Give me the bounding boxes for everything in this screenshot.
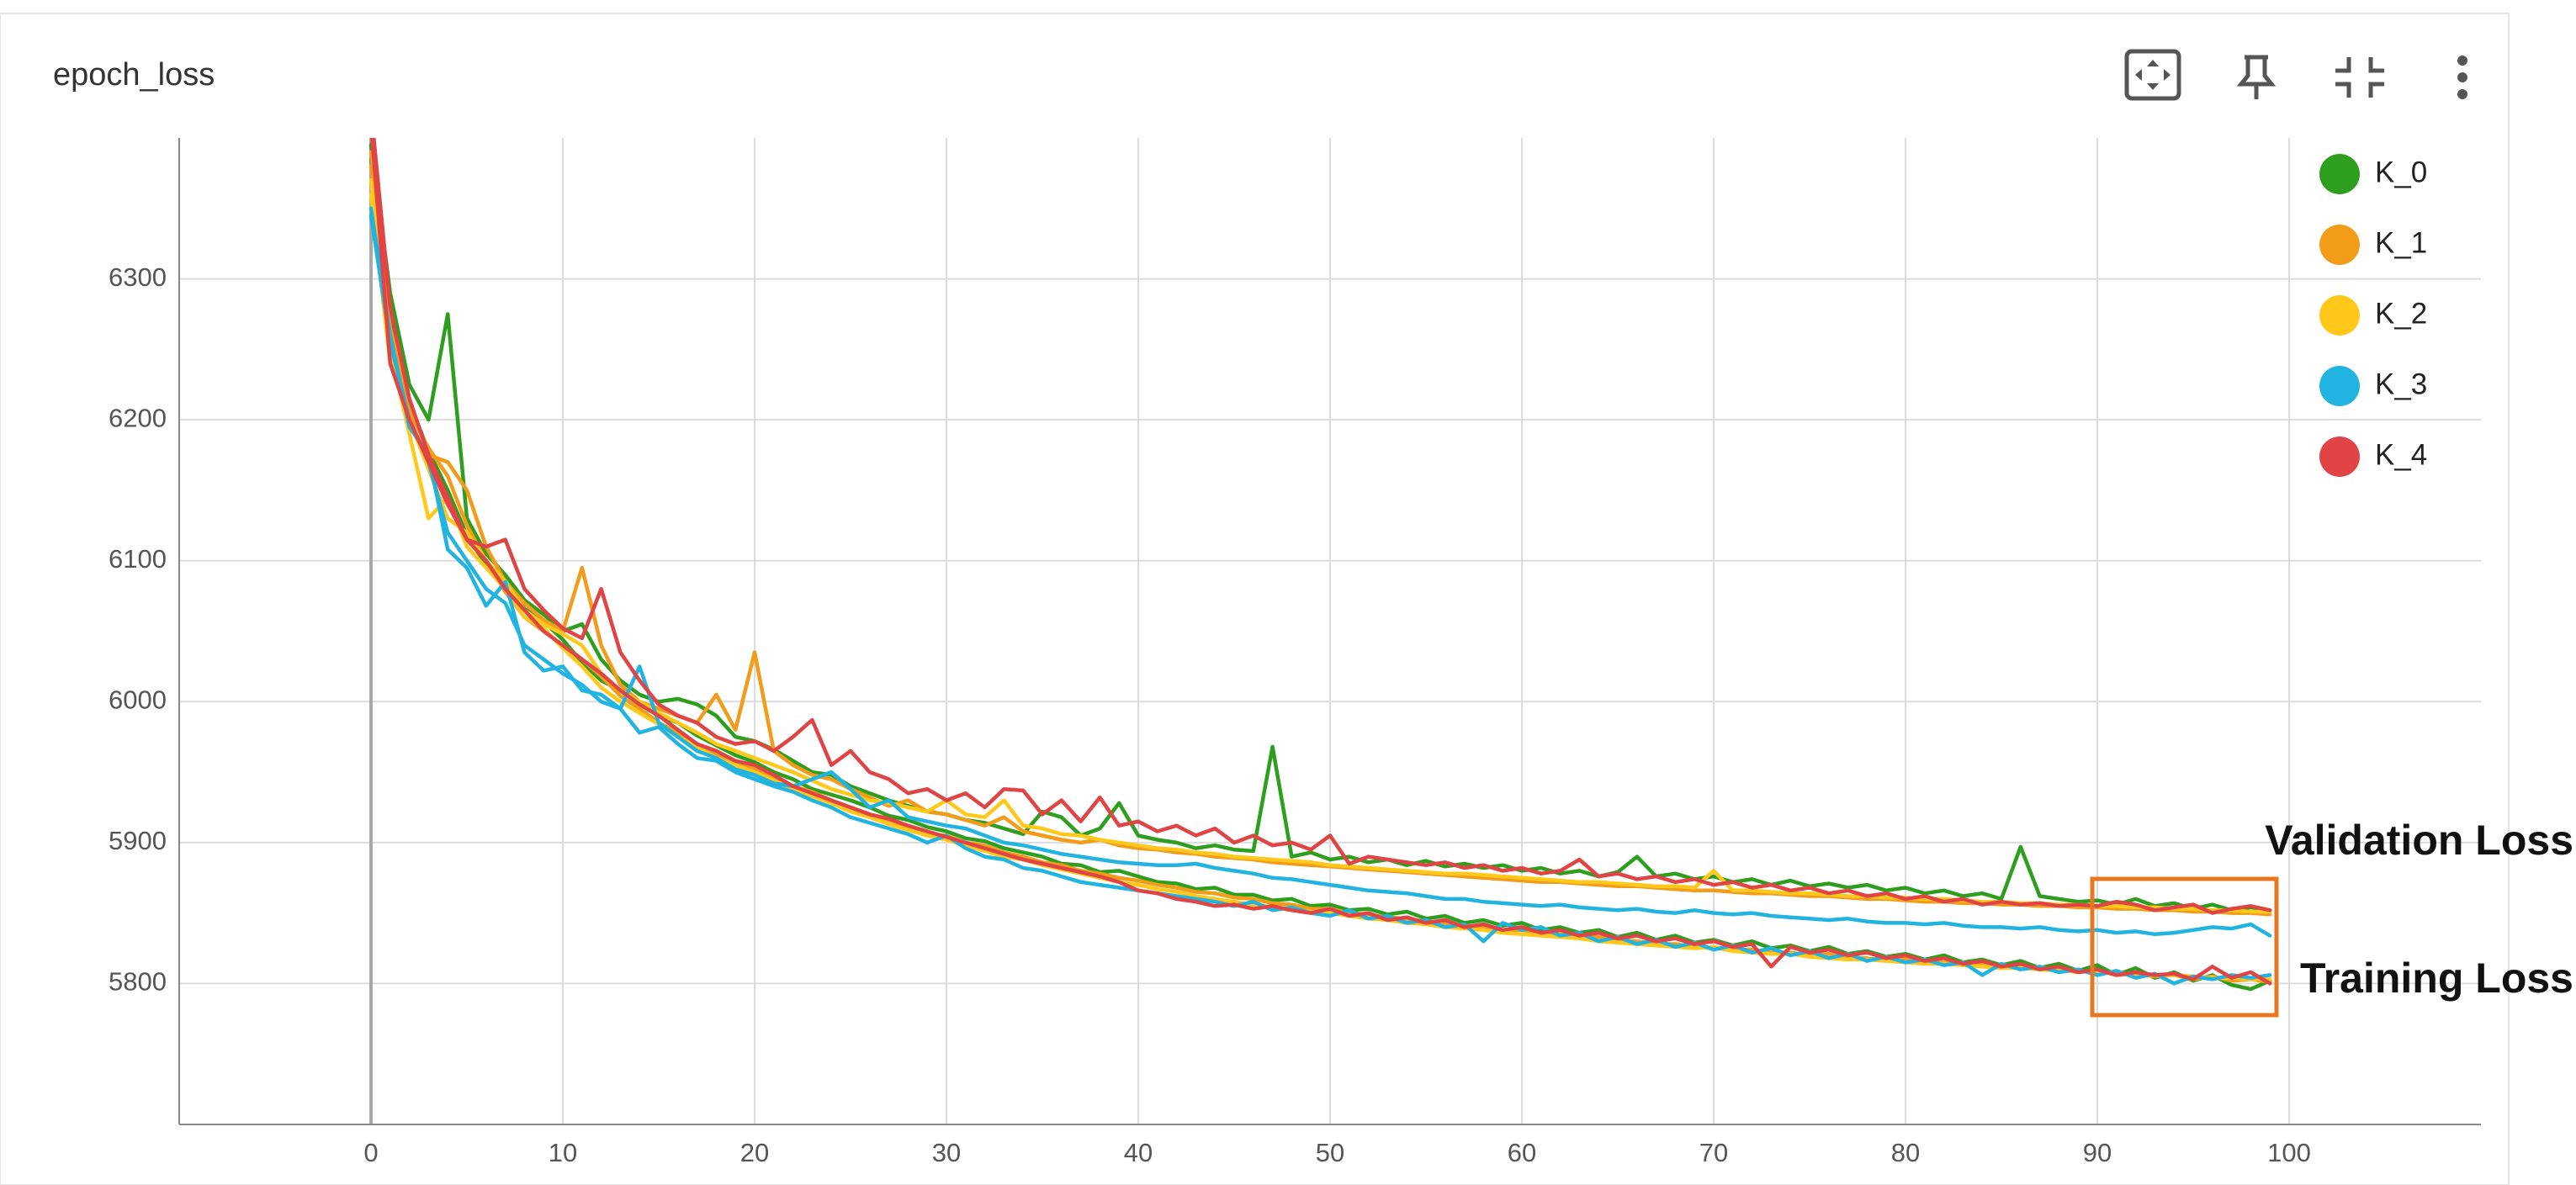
more-dot [2457,56,2467,66]
legend-label: K_2 [2375,297,2427,330]
x-tick-label: 80 [1891,1138,1920,1167]
x-tick-label: 30 [932,1138,961,1167]
ticks: 5800 5900 6000 6100 6200 6300 0 10 20 30 40 50 60 70 8… [109,262,2311,1167]
collapse-button[interactable] [2335,57,2384,98]
grid [179,138,2481,1124]
x-tick-label: 20 [740,1138,769,1167]
series-line [370,138,2272,986]
series-line [368,213,2272,938]
legend-swatch [2319,295,2360,336]
pin-button[interactable] [2236,55,2277,99]
legend-swatch [2319,366,2360,406]
y-tick-label: 6100 [109,544,167,574]
more-dot [2457,89,2467,99]
annotation: Validation Loss [2265,817,2573,864]
legend: K_0 K_1 K_2 K_3 K_4 [2319,154,2427,477]
pin-icon [2236,55,2277,99]
x-tick-label: 70 [1699,1138,1728,1167]
legend-label: K_0 [2375,156,2427,188]
fit-domain-button[interactable] [2124,49,2181,101]
series-line [368,143,2272,913]
legend-label: K_1 [2375,226,2427,259]
x-tick-label: 0 [363,1138,378,1167]
series-line [371,138,2272,915]
x-tick-label: 50 [1316,1138,1344,1167]
fit-icon-arrows [2135,60,2171,90]
fit-icon-frame [2124,49,2181,101]
y-tick-label: 6200 [109,403,167,432]
legend-swatch [2319,436,2360,477]
x-tick-label: 10 [549,1138,577,1167]
y-tick-label: 6300 [109,262,167,292]
series-line [368,206,2272,986]
collapse-icon [2335,57,2384,98]
x-tick-label: 100 [2267,1138,2311,1167]
annotation: Training Loss [2300,955,2573,1002]
y-tick-label: 5900 [109,826,167,855]
more-dot [2457,72,2467,82]
legend-label: K_3 [2375,368,2427,400]
legend-swatch [2319,154,2360,194]
y-tick-label: 6000 [109,685,167,714]
x-tick-label: 90 [2083,1138,2112,1167]
legend-label: K_4 [2375,438,2427,471]
highlight-box [2090,876,2279,1018]
legend-swatch [2319,225,2360,265]
x-tick-label: 60 [1508,1138,1536,1167]
chart-title: epoch_loss [53,57,215,93]
more-button[interactable] [2457,56,2467,99]
toolbar [2124,49,2467,101]
y-tick-label: 5800 [109,967,167,997]
x-tick-label: 40 [1124,1138,1153,1167]
plot-lines [368,138,2272,992]
